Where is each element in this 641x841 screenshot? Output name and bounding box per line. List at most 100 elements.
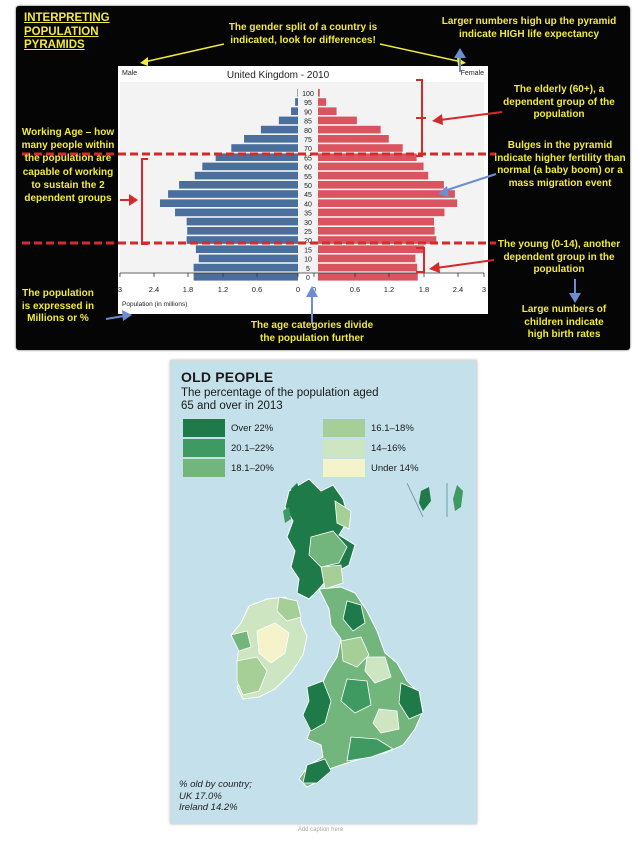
bars-group (159, 89, 458, 281)
female-bar (318, 217, 434, 226)
female-bar (318, 208, 445, 217)
title-line: INTERPRETING (24, 12, 110, 24)
x-tick-label: 3 (482, 285, 486, 294)
ireland-west-region (230, 630, 252, 652)
elderly-annotation: The elderly (60+), a dependent group of … (503, 84, 615, 120)
age-label: 30 (304, 220, 312, 227)
units-arrowhead (122, 310, 132, 321)
x-tick-label: 2.4 (149, 285, 159, 294)
map-note: % old by country; UK 17.0% Ireland 14.2% (179, 779, 252, 814)
male-bar (187, 227, 298, 235)
scotland-central-belt-region (320, 564, 344, 590)
age-label: 45 (304, 192, 312, 199)
male-bar (244, 135, 298, 143)
female-bar (318, 181, 444, 189)
female-bar (318, 171, 429, 180)
legend-label: 20.1–22% (231, 443, 274, 454)
male-bar (194, 171, 298, 180)
female-bar (318, 162, 424, 171)
note-line: Ireland 14.2% (179, 802, 238, 813)
x-tick-label: 1.2 (384, 285, 394, 294)
age-label: 80 (304, 128, 312, 135)
age-label: 75 (304, 137, 312, 144)
female-bar (318, 98, 327, 106)
wales-region (302, 680, 332, 732)
units-annotation: The population is expressed in Millions … (21, 288, 95, 324)
age-label: 70 (304, 146, 312, 153)
age-label: 40 (304, 201, 312, 208)
age-label: 15 (304, 247, 312, 254)
east-anglia-region (398, 682, 424, 720)
legend-swatch-16-18 (323, 419, 365, 437)
ireland-central-region (256, 622, 290, 664)
infographic-title: INTERPRETING POPULATION PYRAMIDS (24, 12, 110, 53)
units-arrow (105, 315, 125, 320)
male-bar (215, 153, 298, 161)
age-label: 90 (304, 109, 312, 116)
title-line: POPULATION (24, 25, 99, 38)
age-label: 35 (304, 211, 312, 218)
female-bar (318, 227, 435, 235)
age-label: 10 (304, 257, 312, 264)
x-axis-label: Population (in millions) (122, 301, 187, 308)
female-bar (318, 107, 337, 115)
working-arrowhead (129, 194, 138, 206)
male-bar (175, 208, 298, 217)
legend-swatch-over-22 (183, 419, 225, 437)
age-categories-annotation: The age categories divide the population… (250, 320, 374, 344)
age-label: 0 (306, 275, 310, 282)
male-bar (186, 217, 298, 226)
pyramid-infographic: INTERPRETING POPULATION PYRAMIDS United … (16, 6, 630, 350)
age-label: 100 (302, 91, 314, 98)
female-bar (318, 263, 418, 272)
male-bar (297, 89, 298, 97)
gender-arrow-right (379, 43, 463, 63)
age-label: 25 (304, 229, 312, 236)
northeast-england-region (342, 600, 366, 632)
yorkshire-region (364, 656, 392, 684)
hebrides-island (291, 483, 301, 501)
southwest-england-region (302, 758, 332, 784)
female-bar (318, 273, 418, 281)
male-bar (231, 144, 298, 152)
old-people-map-card: OLD PEOPLE The percentage of the populat… (170, 360, 477, 824)
population-pyramid-chart: United Kingdom - 2010 Male Female 100959… (22, 43, 581, 324)
male-bar (159, 199, 298, 207)
x-tick-label: 3 (118, 285, 122, 294)
x-tick-label: 0.6 (350, 285, 360, 294)
female-bar (318, 135, 389, 143)
uk-ireland-map (230, 478, 463, 788)
male-bar (278, 116, 298, 125)
x-tick-label: 0.6 (252, 285, 262, 294)
age-label: 60 (304, 165, 312, 172)
male-bar (179, 181, 298, 189)
age-label: 95 (304, 100, 312, 107)
x-tick-label: 1.2 (218, 285, 228, 294)
male-bar (186, 236, 298, 244)
bulge-arrow (443, 173, 497, 192)
bulges-annotation: Bulges in the pyramid indicate higher fe… (494, 140, 626, 189)
northwest-england-region (340, 636, 370, 668)
female-bar (318, 254, 416, 263)
note-line: % old by country; (179, 779, 252, 790)
male-bar (295, 98, 298, 106)
gender-annotation: The gender split of a country is indicat… (228, 22, 378, 46)
london-region (372, 708, 400, 734)
elderly-arrowhead (432, 114, 443, 125)
age-label: 20 (304, 238, 312, 245)
age-label: 65 (304, 155, 312, 162)
image-caption: Add caption here (297, 827, 344, 833)
x-tick-label: 0 (312, 285, 316, 294)
male-bar (195, 245, 298, 253)
ireland-southwest-region (236, 656, 268, 696)
age-categories-arrowhead (306, 286, 318, 297)
bulge-arrowhead (438, 186, 449, 197)
young-arrow (435, 259, 495, 269)
legend-swatch-14-16 (323, 439, 365, 457)
male-bar (260, 125, 298, 134)
children-annotation: Large numbers of children indicate high … (521, 304, 607, 340)
gender-arrow-left (143, 43, 225, 63)
male-bar (291, 107, 298, 115)
legend-label: 14–16% (371, 443, 406, 454)
working-age-annotation: Working Age – how many people within the… (21, 127, 115, 205)
